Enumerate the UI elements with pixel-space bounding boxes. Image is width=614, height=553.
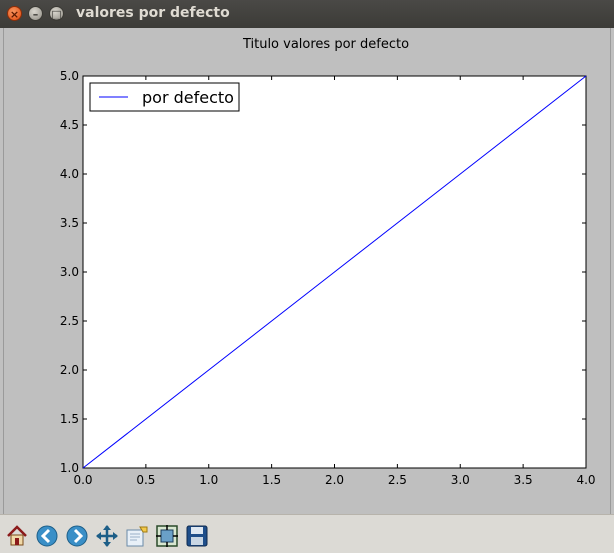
pan-icon [96,525,118,547]
maximize-window-button[interactable]: □ [49,6,64,21]
legend-label: por defecto [142,88,234,107]
legend: por defecto [89,82,240,112]
figure-canvas[interactable]: Titulo valores por defecto 0.0 0.5 1.0 1.5 2… [3,28,611,514]
x-tick-label: 4.0 [576,473,595,487]
window-title: valores por defecto [76,5,230,21]
title-bar: × – □ valores por defecto [0,0,614,28]
y-tick-label: 3.5 [60,216,79,230]
forward-icon [66,525,88,547]
minimize-window-button[interactable]: – [28,6,43,21]
series-group [82,75,587,469]
pan-button[interactable] [94,523,120,549]
x-tick-label: 1.0 [199,473,218,487]
y-tick-label: 4.5 [60,118,79,132]
zoom-icon [126,526,148,547]
back-icon [36,525,58,547]
x-tick-label: 3.0 [451,473,470,487]
series-line [82,75,587,469]
x-tick-label: 1.5 [262,473,281,487]
subplots-icon [156,525,178,547]
y-tick-label: 1.0 [60,461,79,475]
x-tick-label: 0.5 [136,473,155,487]
y-tick-label: 3.0 [60,265,79,279]
back-button[interactable] [34,523,60,549]
home-button[interactable] [4,523,30,549]
save-icon [186,525,208,547]
zoom-button[interactable] [124,523,150,549]
forward-button[interactable] [64,523,90,549]
chart-title: Titulo valores por defecto [242,37,409,52]
x-tick-label: 3.5 [514,473,533,487]
toolbar [0,514,614,553]
axes: 0.0 0.5 1.0 1.5 2.0 2.5 3.0 3.5 4.0 1.0 1.5 2.0 2.5 3… [60,69,596,487]
home-icon [7,525,27,546]
line-chart: Titulo valores por defecto 0.0 0.5 1.0 1.5 2… [60,37,596,487]
close-window-button[interactable]: × [7,6,22,21]
subplots-button[interactable] [154,523,180,549]
y-tick-label: 4.0 [60,167,79,181]
y-tick-label: 2.0 [60,363,79,377]
y-tick-label: 1.5 [60,412,79,426]
x-tick-label: 2.5 [388,473,407,487]
x-tick-label: 2.0 [325,473,344,487]
y-tick-label: 2.5 [60,314,79,328]
save-button[interactable] [184,523,210,549]
x-tick-label: 0.0 [73,473,92,487]
y-tick-label: 5.0 [60,69,79,83]
